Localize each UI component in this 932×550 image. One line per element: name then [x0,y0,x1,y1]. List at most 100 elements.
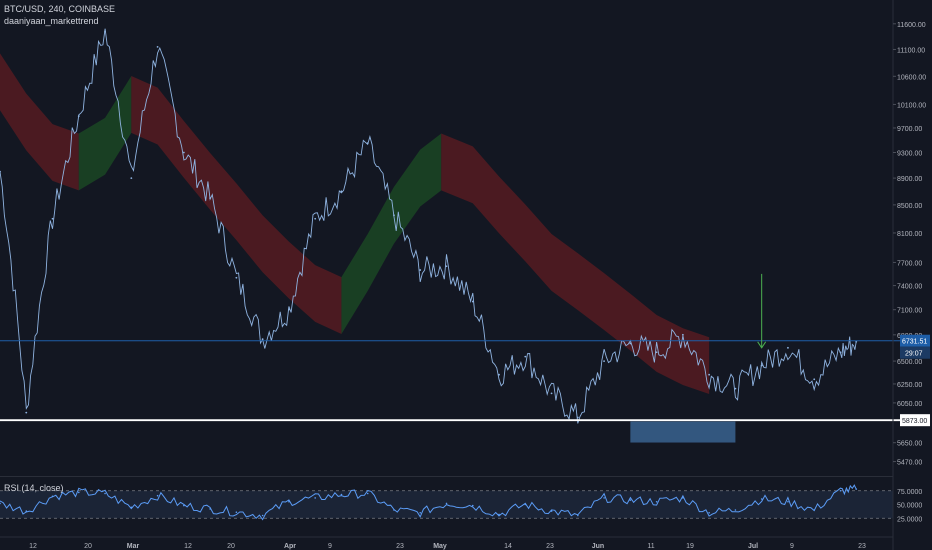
price-tags: 6731.51 29:07 5873.00 [900,334,930,427]
price-point [288,308,290,311]
price-point [681,333,684,336]
price-point [576,416,579,419]
price-tick-label: 9300.00 [897,150,922,157]
rsi-point [629,499,632,501]
price-tick-label: 8900.00 [897,176,922,183]
rsi-point [419,511,422,514]
rsi-point [734,509,737,511]
time-tick-label: May [433,543,447,550]
price-tick-label: 7100.00 [897,308,922,315]
price-tick-label: 6500.00 [897,359,922,366]
trend-band-bear-0 [0,53,79,191]
price-point [787,346,789,349]
countdown-label: 29:07 [905,351,923,358]
rsi-point [25,510,28,512]
price-point [655,351,658,354]
price-point [393,214,395,217]
rsi-point [130,506,133,509]
price-tick-label: 7700.00 [897,260,922,267]
time-tick-label: Jul [748,543,758,550]
rsi-point [209,508,211,510]
rsi-point [760,498,763,500]
price-series-group [0,28,858,424]
rsi-point [603,497,605,499]
rsi-tick-label: 75.0000 [897,489,922,496]
time-tick-label: 20 [227,543,235,550]
price-point [734,387,737,390]
rsi-point [261,514,264,517]
price-point [182,151,185,154]
time-axis[interactable]: 12 20 Mar 12 20 Apr 9 23 May 14 23 Jun 11 19 Jul 9 23 [0,536,893,550]
rsi-pane [0,476,893,521]
rsi-point [393,509,395,511]
rsi-point [77,491,80,494]
time-tick-label: 23 [396,543,404,550]
price-point [156,45,159,48]
rsi-point [0,502,1,505]
price-point [471,300,474,303]
rsi-point [156,494,159,497]
price-tick-label: 5650.00 [897,441,922,448]
price-point [104,30,106,33]
trend-band-bear-4 [441,133,710,395]
time-tick-label: 20 [84,543,92,550]
level-lines [0,273,900,422]
price-point [235,276,238,279]
price-point [130,177,133,179]
rsi-point [855,488,858,490]
rsi-point [550,510,553,512]
support-price-tag [900,414,930,427]
rsi-point [314,497,316,499]
rsi-pane-divider [0,476,893,477]
trend-band-bull-3 [341,133,442,335]
time-tick-label: Mar [127,543,140,550]
price-point [445,265,448,268]
time-tick-label: 14 [504,543,512,550]
rsi-point [288,500,290,503]
price-point [498,373,500,376]
rsi-tick-label: 25.0000 [897,516,922,523]
price-point [261,338,264,341]
time-tick-label: 12 [29,543,37,550]
time-tick-label: 11 [647,543,654,550]
rsi-point [839,489,842,492]
countdown-tag [900,346,930,359]
time-tick-label: Jun [592,543,604,550]
current-price-label: 6731.51 [902,339,927,346]
price-tick-label: 9700.00 [897,126,922,133]
support-zone [630,421,736,443]
rsi-point [577,514,579,517]
price-tick-label: 7400.00 [897,284,922,291]
price-point [209,197,212,199]
rsi-tick-label: 50.0000 [897,503,922,510]
price-point [839,351,842,354]
rsi-point [340,493,343,496]
price-point [0,170,1,173]
rsi-point [51,495,54,498]
trend-band-bear-2 [131,76,342,335]
price-point [629,342,632,345]
rsi-point [235,511,238,513]
support-price-label: 5873.00 [902,418,927,425]
rsi-point [183,504,185,507]
price-point [813,378,816,381]
price-tick-label: 6250.00 [897,382,922,389]
price-point [77,115,80,117]
price-line [0,28,857,424]
rsi-point [682,497,684,499]
rsi-point [708,511,710,514]
rsi-point [498,513,500,516]
price-tick-label: 10100.00 [897,102,926,109]
price-point [603,360,605,363]
price-axis[interactable]: 11600.00 11100.00 10600.00 10100.00 9700.00 9… [892,0,926,550]
price-point [340,190,343,193]
rsi-point [787,500,789,503]
price-point [524,355,527,358]
price-point [708,373,711,376]
current-price-tag [900,334,930,347]
price-point [855,340,858,343]
symbol-title: BTC/USD, 240, COINBASE [4,4,116,14]
rsi-point [104,492,106,495]
rsi-line [0,484,857,521]
